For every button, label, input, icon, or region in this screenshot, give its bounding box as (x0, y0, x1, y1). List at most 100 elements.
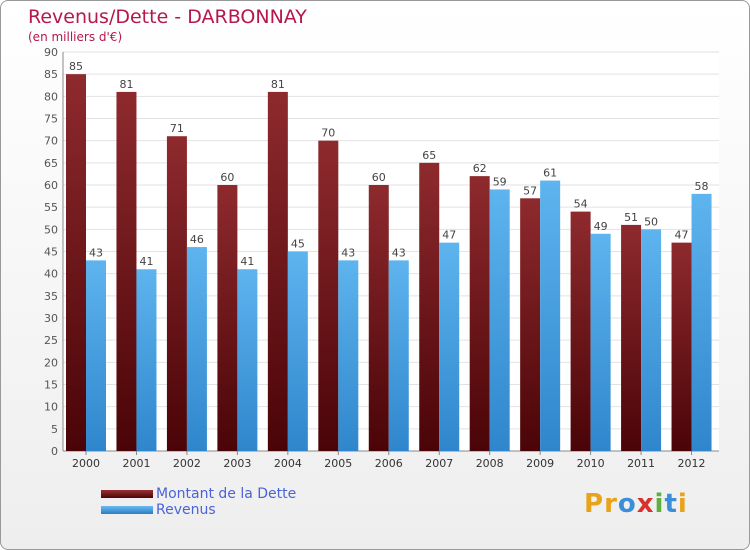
x-tick-label: 2003 (223, 457, 251, 470)
x-tick-label: 2000 (72, 457, 100, 470)
bar-revenus (136, 269, 157, 451)
bar-dette-label: 60 (220, 171, 234, 184)
bar-revenus-label: 43 (392, 246, 406, 259)
logo-letter: r (604, 489, 618, 519)
bar-dette-label: 65 (422, 149, 436, 162)
y-tick-label: 45 (44, 246, 58, 259)
y-tick-label: 0 (51, 445, 58, 458)
y-tick-label: 90 (44, 46, 58, 59)
x-tick-label: 2002 (173, 457, 201, 470)
legend-swatch-revenus (101, 506, 153, 514)
bar-dette (217, 185, 238, 451)
bar-dette (368, 185, 389, 451)
bar-revenus (338, 260, 359, 451)
bar-revenus-label: 50 (644, 215, 658, 228)
y-tick-label: 70 (44, 135, 58, 148)
chart-subtitle: (en milliers d'€) (28, 30, 123, 44)
y-tick-label: 35 (44, 290, 58, 303)
y-tick-label: 30 (44, 312, 58, 325)
bar-revenus-label: 58 (695, 180, 709, 193)
bar-revenus (287, 251, 308, 451)
bar-revenus (388, 260, 409, 451)
y-tick-label: 50 (44, 223, 58, 236)
logo-letter: o (617, 489, 637, 519)
bar-dette-label: 60 (372, 171, 386, 184)
bar-revenus-label: 43 (341, 246, 355, 259)
bar-dette-label: 81 (271, 78, 285, 91)
logo-letter: t (664, 489, 678, 519)
bar-dette-label: 62 (473, 162, 487, 175)
legend-label-revenus: Revenus (156, 502, 216, 518)
x-tick-label: 2008 (476, 457, 504, 470)
bar-revenus (489, 189, 510, 451)
proxiti-logo: Proxiti (584, 489, 688, 519)
y-tick-label: 40 (44, 268, 58, 281)
bar-revenus-label: 49 (594, 220, 608, 233)
bar-dette-label: 51 (624, 211, 638, 224)
bar-dette-label: 85 (69, 60, 83, 73)
bar-revenus-label: 59 (493, 175, 507, 188)
bar-dette (621, 224, 642, 451)
x-tick-label: 2011 (627, 457, 655, 470)
y-tick-label: 85 (44, 68, 58, 81)
bar-revenus (540, 180, 561, 452)
bar-dette (267, 91, 288, 452)
bar-revenus-label: 47 (442, 229, 456, 242)
bar-revenus (237, 269, 258, 451)
bar-dette-label: 70 (321, 127, 335, 140)
bar-dette (570, 211, 591, 451)
bar-revenus (86, 260, 106, 451)
logo-letter: x (636, 489, 655, 519)
bar-dette (66, 74, 86, 452)
y-tick-label: 15 (44, 379, 58, 392)
bar-dette-label: 47 (675, 229, 689, 242)
bar-revenus-label: 43 (89, 246, 103, 259)
y-tick-label: 65 (44, 157, 58, 170)
x-tick-label: 2004 (274, 457, 302, 470)
bar-dette (419, 162, 440, 452)
logo-letter: P (584, 489, 605, 519)
bar-revenus (691, 193, 712, 451)
x-tick-label: 2006 (375, 457, 403, 470)
y-tick-label: 20 (44, 356, 58, 369)
bar-dette (469, 176, 490, 451)
bar-dette-label: 54 (574, 198, 588, 211)
bar-dette (116, 91, 137, 452)
bar-dette-label: 57 (523, 184, 537, 197)
x-tick-label: 2001 (122, 457, 150, 470)
x-tick-label: 2010 (577, 457, 605, 470)
bar-dette (166, 136, 187, 451)
y-tick-label: 75 (44, 113, 58, 126)
bar-dette (520, 198, 541, 451)
x-tick-label: 2005 (324, 457, 352, 470)
bar-revenus (186, 247, 207, 451)
y-tick-label: 25 (44, 334, 58, 347)
y-tick-label: 5 (51, 423, 58, 436)
y-tick-label: 10 (44, 401, 58, 414)
legend-swatch-dette (101, 490, 153, 498)
y-tick-label: 55 (44, 201, 58, 214)
bar-revenus-label: 45 (291, 238, 305, 251)
bar-revenus-label: 61 (543, 167, 557, 180)
x-tick-label: 2007 (425, 457, 453, 470)
logo-letter: i (654, 489, 665, 519)
bar-revenus-label: 41 (240, 255, 254, 268)
chart-title: Revenus/Dette - DARBONNAY (28, 6, 307, 28)
bar-revenus-label: 46 (190, 233, 204, 246)
bar-revenus-label: 41 (139, 255, 153, 268)
bar-dette (671, 242, 692, 451)
y-tick-label: 60 (44, 179, 58, 192)
x-tick-label: 2009 (526, 457, 554, 470)
bar-revenus (590, 233, 611, 451)
x-tick-label: 2012 (678, 457, 706, 470)
bar-dette (318, 140, 339, 451)
bar-revenus (439, 242, 460, 451)
y-tick-label: 80 (44, 90, 58, 103)
legend-label-dette: Montant de la Dette (156, 486, 297, 502)
logo-letter: i (677, 489, 688, 519)
bar-dette-label: 81 (119, 78, 133, 91)
bar-revenus (641, 229, 662, 451)
bar-dette-label: 71 (170, 122, 184, 135)
